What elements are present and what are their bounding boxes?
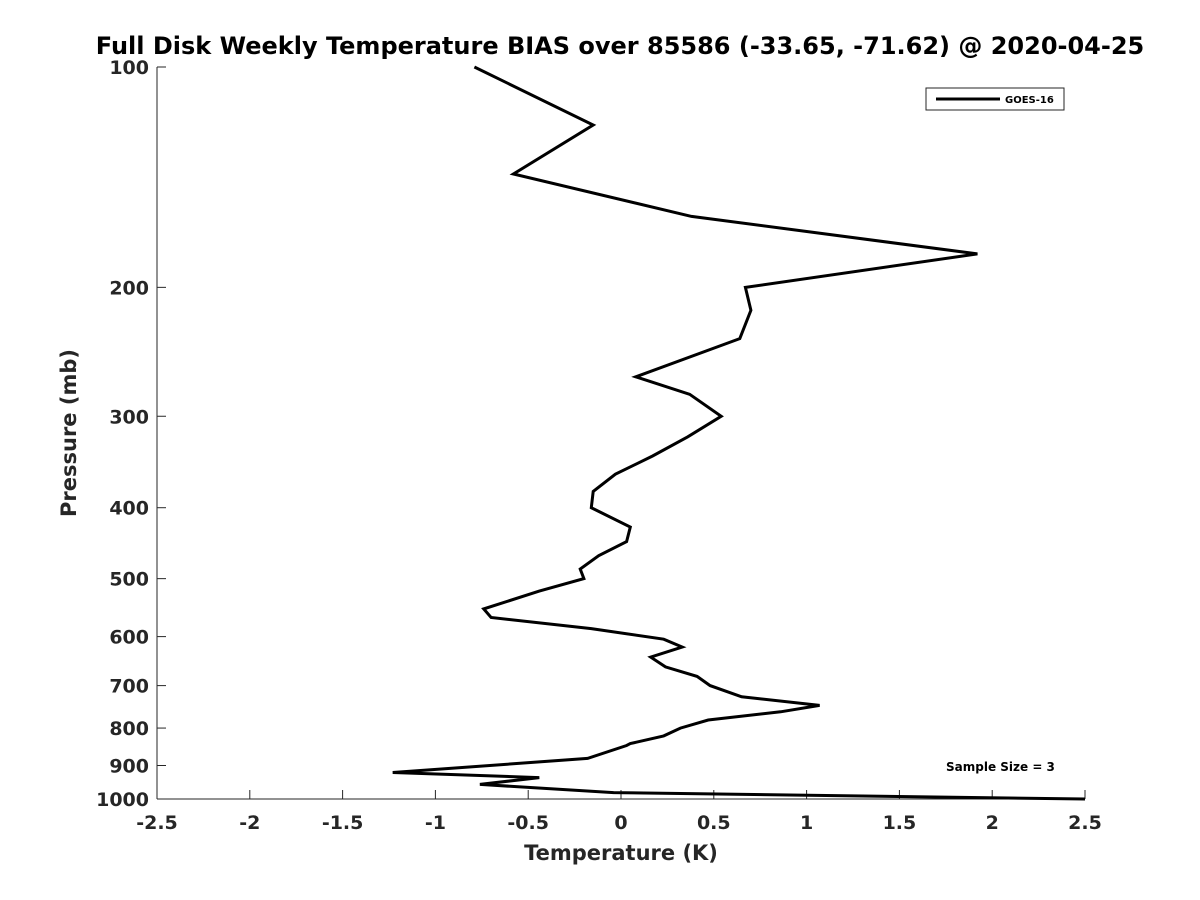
plot-area [157,67,1085,799]
y-tick-label: 700 [109,676,149,698]
y-tick-label: 900 [109,756,149,778]
x-tick-label: 2.5 [1068,812,1102,834]
x-tick-label: -1.5 [322,812,364,834]
x-tick-label: -2.5 [136,812,178,834]
y-tick-label: 500 [109,569,149,591]
x-tick-label: 0 [614,812,627,834]
x-tick-label: 1 [800,812,813,834]
y-tick-label: 300 [109,406,149,428]
x-tick-label: -1 [425,812,446,834]
x-tick-label: 2 [986,812,999,834]
chart-title: Full Disk Weekly Temperature BIAS over 8… [96,32,1144,60]
sample-size-annotation: Sample Size = 3 [946,760,1055,774]
x-tick-label: 0.5 [697,812,731,834]
x-axis-label: Temperature (K) [524,841,718,865]
y-tick-label: 400 [109,498,149,520]
legend: GOES-16 [925,87,1065,111]
x-tick-label: -0.5 [507,812,549,834]
y-tick-label: 200 [109,277,149,299]
x-tick-label: -2 [239,812,260,834]
y-axis-label: Pressure (mb) [57,349,81,517]
x-axis-ticks: -2.5 -2 -1.5 -1 -0.5 0 0.5 1 1.5 2 2.5 [136,790,1102,834]
y-tick-label: 100 [109,57,149,79]
y-tick-label: 600 [109,627,149,649]
y-axis-ticks: 100 200 300 400 500 600 700 800 900 1000 [96,57,166,811]
legend-entry-goes-16: GOES-16 [1005,95,1054,106]
x-tick-label: 1.5 [883,812,917,834]
series-line-goes-16 [392,65,1086,801]
y-tick-label: 1000 [96,789,149,811]
y-tick-label: 800 [109,718,149,740]
